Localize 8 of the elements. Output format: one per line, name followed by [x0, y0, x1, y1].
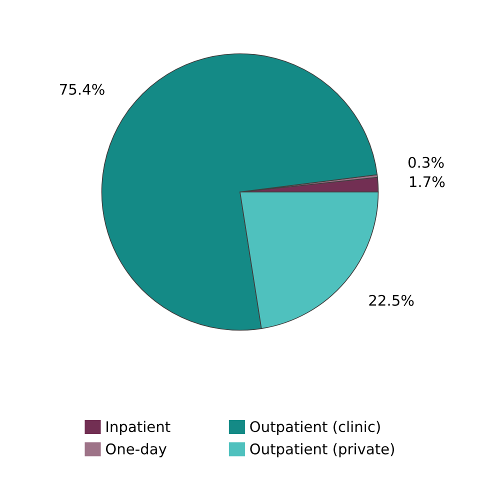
- data-label: 1.7%: [410, 176, 445, 188]
- legend-label: One-day: [106, 443, 166, 458]
- data-label: 22.5%: [369, 294, 414, 306]
- data-label: 0.3%: [408, 156, 444, 168]
- legend-label: Outpatient (clinic): [250, 420, 380, 435]
- data-label: 75.4%: [60, 84, 104, 95]
- legend-label: Outpatient (private): [250, 443, 394, 458]
- legend-label: Inpatient: [106, 420, 170, 435]
